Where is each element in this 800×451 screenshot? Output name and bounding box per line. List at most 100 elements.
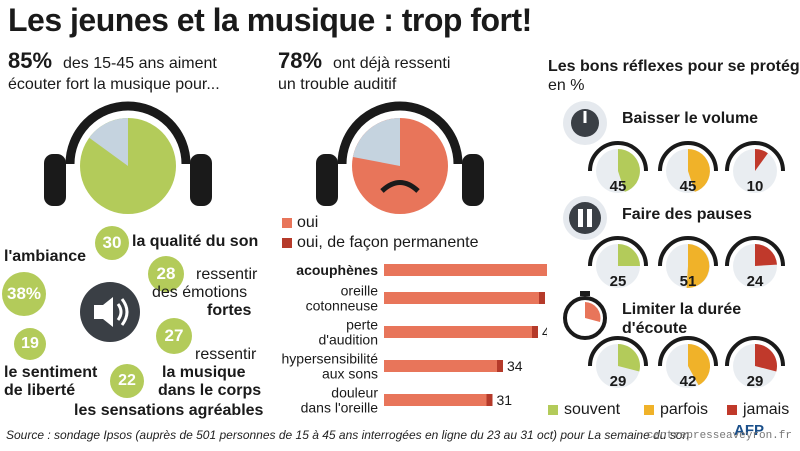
disorder-bar-chart: 60%acouphènes46oreillecotonneuse44perted… <box>282 262 547 416</box>
sad-face-mouth <box>380 180 420 193</box>
reason-value-body: 27 <box>156 318 192 354</box>
gauge-slice <box>618 244 640 266</box>
bar-category-label: dans l'oreille <box>301 400 379 416</box>
reason-value-emotions: 28 <box>148 256 184 292</box>
middle-stat-line1: ont déjà ressenti <box>333 55 451 72</box>
left-pie-slice <box>89 118 128 166</box>
gauge-value-label: 45 <box>610 178 627 195</box>
headphones-left <box>44 101 212 214</box>
gauge-band <box>725 336 785 367</box>
gauge-value-label: 42 <box>680 373 697 390</box>
bar-cap-1 <box>539 292 545 304</box>
reason-label-freedom-1: le sentiment <box>4 364 98 381</box>
reason-label-ambiance: l'ambiance <box>4 248 87 265</box>
reason-value-ambiance: 38% <box>2 272 46 316</box>
gauge-slice <box>686 244 710 289</box>
reason-label-body-3: dans le corps <box>158 382 262 399</box>
reason-label-body-1: ressentir <box>195 346 257 363</box>
legend-label-parfois: parfois <box>660 401 709 418</box>
reason-value-sound-quality: 30 <box>95 226 129 260</box>
gauge-slice <box>688 343 711 386</box>
gauge-band <box>658 336 718 367</box>
reason-label-sound-quality: la qualité du son <box>132 233 259 250</box>
legend-swatch-jamais <box>727 405 737 415</box>
bar-category-label: cotonneuse <box>306 298 379 314</box>
gauge-slice <box>755 149 768 171</box>
legend-swatch-souvent <box>548 405 558 415</box>
gauge-value-label: 29 <box>610 373 627 390</box>
middle-pie-slice <box>352 118 400 166</box>
reason-label-freedom-2: de liberté <box>4 382 76 399</box>
bar-category-label: oreille <box>341 283 379 299</box>
gauge-value-label: 10 <box>747 178 764 195</box>
gauge-band <box>658 236 718 267</box>
reason-label-emotions-1: ressentir <box>196 266 258 283</box>
reflexes-panel: 45 45 10 25 51 24 29 42 29 <box>563 101 785 390</box>
reflex-title-pauses: Faire des pauses <box>622 206 752 223</box>
gauge-value-label: 45 <box>680 178 697 195</box>
middle-stat-big: 78% <box>278 48 323 73</box>
gauge-slice <box>618 344 640 372</box>
gauge-value-label: 24 <box>747 273 764 290</box>
gauge-slice <box>688 149 710 192</box>
headphones-middle <box>316 101 484 214</box>
agency-logo: AFP <box>734 422 764 439</box>
gauge-band <box>725 141 785 172</box>
legend-label-oui: oui <box>297 214 319 231</box>
page-title: Les jeunes et la musique : trop fort! <box>8 2 532 38</box>
left-earcup-right <box>190 154 212 206</box>
bar-2 <box>384 326 532 338</box>
middle-earcup-right <box>462 154 484 206</box>
right-subtitle: en % <box>548 77 585 94</box>
reason-value-sensations: 22 <box>110 364 144 398</box>
reflex-title-volume: Baisser le volume <box>622 110 759 127</box>
bar-4 <box>384 394 487 406</box>
legend-swatch-parfois <box>644 405 654 415</box>
reason-value-freedom: 19 <box>14 328 46 360</box>
reason-label-emotions-2: des émotions <box>152 284 248 301</box>
bar-category-label: d'audition <box>319 332 379 348</box>
bar-value-label: 34 <box>507 358 523 374</box>
bar-category-label: hypersensibilité <box>282 351 378 367</box>
left-stat-line2: écouter fort la musique pour... <box>8 76 220 93</box>
reason-label-sensations: les sensations agréables <box>74 402 264 419</box>
gauge-slice <box>755 243 777 266</box>
watermark: centrepresseaveyron.fr <box>646 430 792 442</box>
gauge-value-label: 51 <box>680 273 697 290</box>
legend-label-souvent: souvent <box>564 401 621 418</box>
gauge-slice <box>618 149 640 192</box>
legend-swatch-oui <box>282 218 292 228</box>
gauge-value-label: 29 <box>747 373 764 390</box>
legend-label-jamais: jamais <box>743 401 790 418</box>
reflex-title-duration: Limiter la durée d'écoute <box>622 301 742 337</box>
bar-category-label: acouphènes <box>296 262 378 278</box>
right-title: Les bons réflexes pour se protéger <box>548 58 800 75</box>
left-stat-big: 85% <box>8 48 53 73</box>
gauge-band <box>588 141 648 172</box>
source-note: Source : sondage Ipsos (auprès de 501 pe… <box>6 428 690 442</box>
bar-1 <box>384 292 539 304</box>
gauge-band <box>725 236 785 267</box>
bar-value-label: 44 <box>542 324 547 340</box>
bar-category-label: aux sons <box>322 366 378 382</box>
volume-knob-icon <box>563 101 607 145</box>
gauge-value-label: 25 <box>610 273 627 290</box>
bar-category-label: douleur <box>331 385 378 401</box>
bar-3 <box>384 360 497 372</box>
stopwatch-icon <box>563 291 607 340</box>
middle-stat-line2: un trouble auditif <box>278 76 397 93</box>
gauge-band <box>588 236 648 267</box>
bar-category-label: perte <box>346 317 378 333</box>
gauge-band <box>658 141 718 172</box>
speaker-icon <box>80 282 140 342</box>
bar-value-label: 31 <box>497 392 513 408</box>
bar-cap-3 <box>497 360 503 372</box>
legend-label-permanent: oui, de façon permanente <box>297 234 479 251</box>
middle-earcup-left <box>316 154 338 206</box>
pause-icon <box>563 196 607 240</box>
bar-cap-4 <box>486 394 493 406</box>
left-stat-line1: des 15-45 ans aiment <box>63 55 217 72</box>
reason-label-body-2: la musique <box>162 364 246 381</box>
gauge-band <box>588 336 648 367</box>
left-earcup-left <box>44 154 66 206</box>
